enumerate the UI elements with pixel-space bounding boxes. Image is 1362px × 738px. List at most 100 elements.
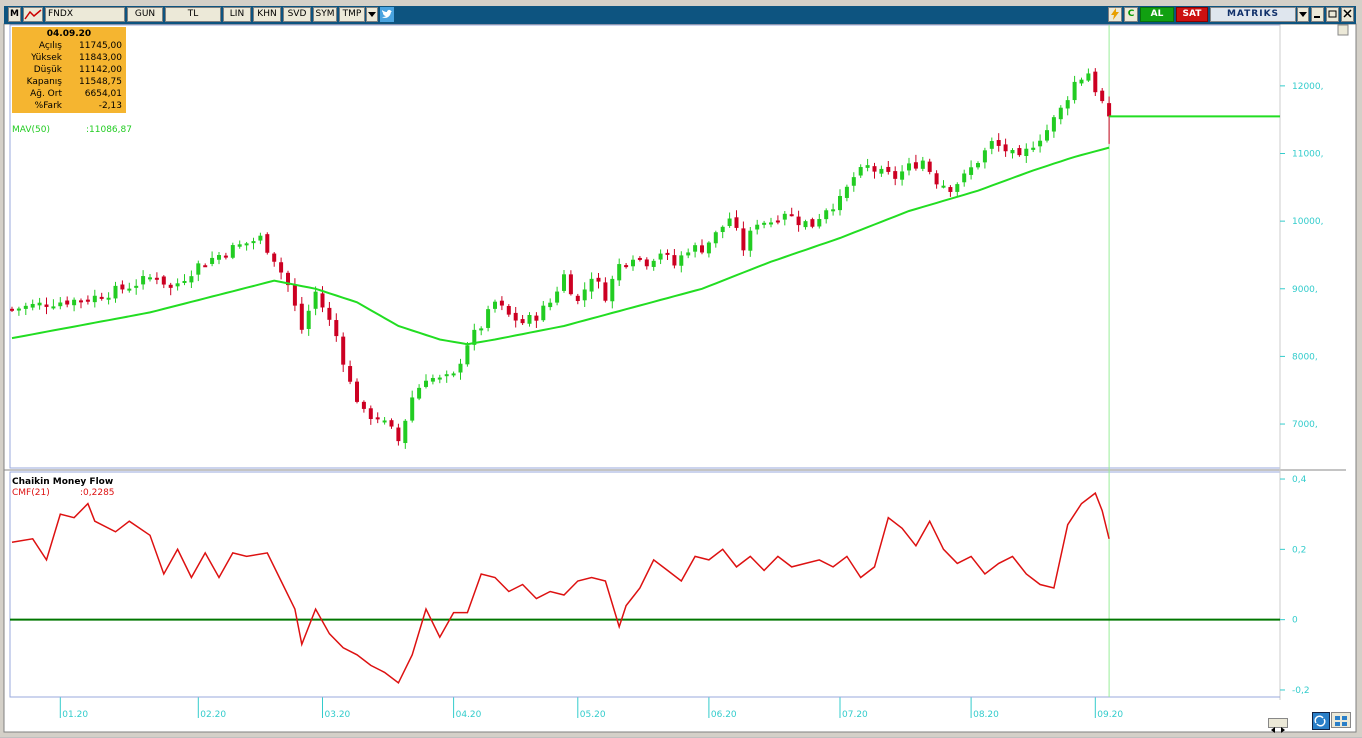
candle-body-up: [493, 301, 497, 309]
info-date: 04.09.20: [46, 29, 92, 39]
close-icon[interactable]: [1341, 7, 1354, 22]
candle-body-up: [113, 285, 118, 299]
buy-button[interactable]: AL: [1140, 7, 1174, 22]
candle-body-up: [72, 299, 77, 306]
currency-button[interactable]: TL: [165, 7, 221, 22]
info-value: 11142,00: [79, 65, 122, 75]
sym-button[interactable]: SYM: [313, 7, 337, 22]
symbol-input[interactable]: FNDX: [45, 7, 125, 22]
candle-body-up: [23, 305, 28, 309]
candle-body-down: [279, 262, 284, 273]
info-row-high: Yüksek 11843,00: [12, 53, 126, 65]
info-label: Yüksek: [31, 53, 62, 63]
candle-body-down: [734, 217, 739, 228]
x-tick-label: 08.20: [973, 710, 999, 720]
period-button[interactable]: GUN: [127, 7, 163, 22]
price-y-tick-label: 10000,: [1292, 217, 1324, 227]
candle-body-up: [1086, 73, 1091, 81]
svd-button[interactable]: SVD: [283, 7, 311, 22]
info-value: -2,13: [98, 101, 122, 111]
candle-body-up: [527, 315, 532, 324]
candle-body-down: [85, 299, 90, 302]
candle-body-down: [637, 257, 642, 260]
candle-body-down: [120, 284, 125, 290]
indicator-panel: [9, 471, 1281, 698]
candle-body-down: [775, 220, 780, 223]
candle-body-down: [79, 300, 83, 303]
candle-body-up: [907, 163, 911, 171]
candle-body-up: [1010, 150, 1015, 154]
candle-body-up: [313, 291, 318, 309]
lightning-icon[interactable]: [1108, 7, 1122, 22]
candle-body-up: [920, 160, 925, 169]
candle-body-down: [1107, 103, 1112, 117]
sell-button[interactable]: SAT: [1176, 7, 1208, 22]
candle-body-down: [265, 234, 270, 253]
linear-scale-button[interactable]: LIN: [223, 7, 251, 22]
info-label: Düşük: [33, 65, 62, 75]
candle-body-up: [230, 245, 235, 258]
candle-body-up: [838, 195, 842, 211]
candle-body-up: [782, 213, 787, 220]
candle-body-up: [424, 380, 428, 387]
khn-button[interactable]: KHN: [253, 7, 281, 22]
candle-body-up: [410, 397, 415, 421]
chart-type-icon[interactable]: [23, 7, 43, 22]
candle-body-up: [617, 264, 622, 281]
sync-icon[interactable]: [1312, 712, 1330, 730]
x-tick-label: 06.20: [711, 710, 737, 720]
toolbar: M FNDX GUN TL LIN KHN SVD SYM TMP C AL S…: [4, 6, 1356, 24]
ma-legend-value: :11086,87: [86, 125, 132, 135]
menu-dropdown-arrow-icon[interactable]: [1297, 7, 1309, 22]
template-dropdown-arrow-icon[interactable]: [366, 7, 378, 22]
candle-body-down: [520, 319, 525, 324]
candle-body-down: [913, 162, 918, 169]
candle-body-down: [355, 381, 359, 402]
cmf-y-tick-label: 0,2: [1292, 545, 1306, 555]
x-tick-label: 02.20: [200, 710, 226, 720]
candle-body-down: [341, 336, 346, 365]
candle-body-down: [65, 300, 70, 305]
candle-body-down: [624, 265, 629, 268]
minimize-icon[interactable]: [1311, 7, 1324, 22]
candle-body-up: [37, 302, 42, 306]
info-label: Açılış: [38, 41, 62, 51]
candle-body-up: [16, 308, 21, 311]
candle-body-down: [810, 219, 815, 227]
refresh-c-button[interactable]: C: [1124, 7, 1138, 22]
twitter-bird-icon[interactable]: [380, 7, 394, 22]
x-tick-label: 07.20: [842, 710, 868, 720]
candle-body-down: [168, 284, 173, 288]
info-row-close: Kapanış 11548,75: [12, 77, 126, 89]
candle-body-up: [134, 285, 139, 288]
candle-body-down: [596, 277, 601, 282]
candle-body-up: [941, 185, 946, 188]
candle-body-up: [1038, 140, 1043, 147]
candle-body-up: [403, 420, 408, 444]
candle-body-up: [417, 387, 422, 399]
layout-grid-icon[interactable]: [1331, 712, 1351, 728]
candle-body-down: [948, 187, 953, 192]
restore-icon[interactable]: [1326, 7, 1339, 22]
candle-body-up: [658, 253, 663, 260]
cmf-line: [11, 491, 1110, 685]
candle-body-up: [196, 263, 201, 275]
candle-body-down: [299, 303, 304, 330]
candle-body-up: [472, 329, 477, 345]
candle-body-up: [769, 222, 773, 225]
candle-body-up: [955, 184, 960, 192]
candle-body-up: [548, 302, 553, 308]
candle-body-up: [900, 171, 905, 180]
scroll-arrows[interactable]: [1268, 718, 1288, 733]
candle-body-down: [741, 228, 746, 251]
candle-body-up: [306, 310, 311, 329]
cmf-y-tick-label: 0,4: [1292, 475, 1307, 485]
candle-body-down: [389, 420, 394, 427]
candle-body-up: [727, 218, 732, 227]
candle-body-up: [1065, 100, 1070, 109]
candle-body-up: [610, 278, 615, 302]
symbol-menu-button[interactable]: M: [8, 7, 21, 22]
template-button[interactable]: TMP: [339, 7, 365, 22]
candle-body-up: [430, 377, 435, 382]
info-row-wavg: Ağ. Ort 6654,01: [12, 89, 126, 101]
